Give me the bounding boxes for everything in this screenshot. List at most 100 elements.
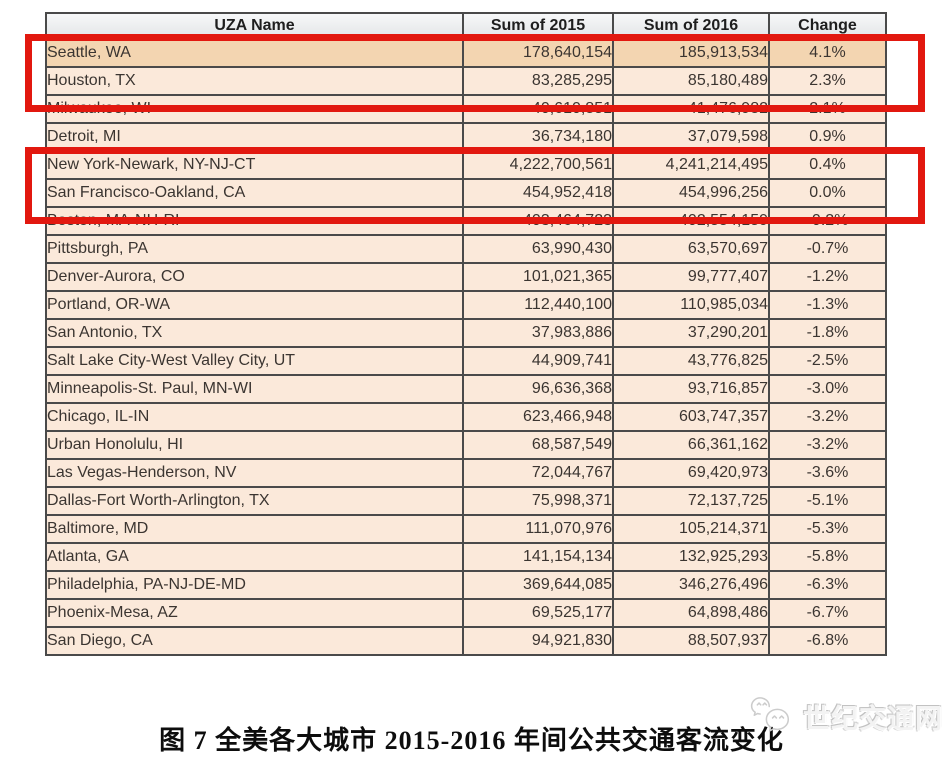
sum-2016-cell: 132,925,293 bbox=[612, 542, 770, 572]
sum-2015-cell: 37,983,886 bbox=[462, 318, 614, 348]
sum-2015-cell: 4,222,700,561 bbox=[462, 150, 614, 180]
sum-2016-cell: 105,214,371 bbox=[612, 514, 770, 544]
sum-2015-cell: 63,990,430 bbox=[462, 234, 614, 264]
uza-name-cell: Detroit, MI bbox=[45, 122, 464, 152]
change-cell: -3.0% bbox=[768, 374, 887, 404]
sum-2015-cell: 40,610,851 bbox=[462, 94, 614, 124]
table-row: Pittsburgh, PA 63,990,430 63,570,697 -0.7% bbox=[45, 234, 887, 264]
table-row: San Antonio, TX 37,983,886 37,290,201 -1.8% bbox=[45, 318, 887, 348]
sum-2016-cell: 69,420,973 bbox=[612, 458, 770, 488]
sum-2015-cell: 36,734,180 bbox=[462, 122, 614, 152]
table-row: Boston, MA-NH-RI 403,464,723 402,554,159 -0… bbox=[45, 206, 887, 236]
sum-2015-cell: 369,644,085 bbox=[462, 570, 614, 600]
change-cell: -1.8% bbox=[768, 318, 887, 348]
table-header-row: UZA Name Sum of 2015 Sum of 2016 Change bbox=[45, 12, 887, 40]
table-row: Las Vegas-Henderson, NV 72,044,767 69,420,… bbox=[45, 458, 887, 488]
sum-2016-cell: 43,776,825 bbox=[612, 346, 770, 376]
uza-name-cell: Baltimore, MD bbox=[45, 514, 464, 544]
sum-2015-cell: 178,640,154 bbox=[462, 38, 614, 68]
sum-2015-cell: 75,998,371 bbox=[462, 486, 614, 516]
change-cell: -6.3% bbox=[768, 570, 887, 600]
sum-2015-cell: 403,464,723 bbox=[462, 206, 614, 236]
sum-2015-cell: 69,525,177 bbox=[462, 598, 614, 628]
change-cell: -5.3% bbox=[768, 514, 887, 544]
change-cell: -1.2% bbox=[768, 262, 887, 292]
col-header-sum-2015: Sum of 2015 bbox=[462, 12, 614, 40]
table-row: Salt Lake City-West Valley City, UT 44,90… bbox=[45, 346, 887, 376]
change-cell: 4.1% bbox=[768, 38, 887, 68]
uza-name-cell: Chicago, IL-IN bbox=[45, 402, 464, 432]
col-header-change: Change bbox=[768, 12, 887, 40]
ridership-table-wrap: UZA Name Sum of 2015 Sum of 2016 Change … bbox=[45, 12, 887, 656]
table-row: Denver-Aurora, CO 101,021,365 99,777,407 -1… bbox=[45, 262, 887, 292]
uza-name-cell: Dallas-Fort Worth-Arlington, TX bbox=[45, 486, 464, 516]
table-row: Detroit, MI 36,734,180 37,079,598 0.9% bbox=[45, 122, 887, 152]
sum-2016-cell: 37,290,201 bbox=[612, 318, 770, 348]
uza-name-cell: Las Vegas-Henderson, NV bbox=[45, 458, 464, 488]
sum-2015-cell: 94,921,830 bbox=[462, 626, 614, 656]
change-cell: -6.8% bbox=[768, 626, 887, 656]
table-row: Seattle, WA 178,640,154 185,913,534 4.1% bbox=[45, 38, 887, 68]
sum-2015-cell: 141,154,134 bbox=[462, 542, 614, 572]
uza-name-cell: Seattle, WA bbox=[45, 38, 464, 68]
change-cell: 0.9% bbox=[768, 122, 887, 152]
table-row: Portland, OR-WA 112,440,100 110,985,034 -1.… bbox=[45, 290, 887, 320]
sum-2016-cell: 63,570,697 bbox=[612, 234, 770, 264]
change-cell: 2.1% bbox=[768, 94, 887, 124]
change-cell: -5.8% bbox=[768, 542, 887, 572]
sum-2016-cell: 99,777,407 bbox=[612, 262, 770, 292]
table-row: Baltimore, MD 111,070,976 105,214,371 -5.3% bbox=[45, 514, 887, 544]
uza-name-cell: Portland, OR-WA bbox=[45, 290, 464, 320]
sum-2015-cell: 111,070,976 bbox=[462, 514, 614, 544]
uza-name-cell: Boston, MA-NH-RI bbox=[45, 206, 464, 236]
sum-2016-cell: 72,137,725 bbox=[612, 486, 770, 516]
table-row: Phoenix-Mesa, AZ 69,525,177 64,898,486 -6.7… bbox=[45, 598, 887, 628]
sum-2015-cell: 623,466,948 bbox=[462, 402, 614, 432]
table-row: Urban Honolulu, HI 68,587,549 66,361,162 -3… bbox=[45, 430, 887, 460]
sum-2016-cell: 37,079,598 bbox=[612, 122, 770, 152]
table-row: New York-Newark, NY-NJ-CT 4,222,700,561 4,… bbox=[45, 150, 887, 180]
uza-name-cell: Milwaukee, WI bbox=[45, 94, 464, 124]
change-cell: 2.3% bbox=[768, 66, 887, 96]
change-cell: -5.1% bbox=[768, 486, 887, 516]
sum-2015-cell: 112,440,100 bbox=[462, 290, 614, 320]
col-header-uza-name: UZA Name bbox=[45, 12, 464, 40]
uza-name-cell: Salt Lake City-West Valley City, UT bbox=[45, 346, 464, 376]
table-row: San Francisco-Oakland, CA 454,952,418 454,… bbox=[45, 178, 887, 208]
uza-name-cell: Atlanta, GA bbox=[45, 542, 464, 572]
change-cell: 0.0% bbox=[768, 178, 887, 208]
change-cell: -3.6% bbox=[768, 458, 887, 488]
sum-2016-cell: 110,985,034 bbox=[612, 290, 770, 320]
watermark-text: 世纪交通网 bbox=[803, 703, 943, 734]
change-cell: -3.2% bbox=[768, 402, 887, 432]
change-cell: 0.4% bbox=[768, 150, 887, 180]
change-cell: -0.7% bbox=[768, 234, 887, 264]
uza-name-cell: Houston, TX bbox=[45, 66, 464, 96]
sum-2015-cell: 68,587,549 bbox=[462, 430, 614, 460]
table-row: San Diego, CA 94,921,830 88,507,937 -6.8% bbox=[45, 626, 887, 656]
sum-2015-cell: 83,285,295 bbox=[462, 66, 614, 96]
sum-2016-cell: 402,554,159 bbox=[612, 206, 770, 236]
uza-name-cell: New York-Newark, NY-NJ-CT bbox=[45, 150, 464, 180]
table-row: Dallas-Fort Worth-Arlington, TX 75,998,37… bbox=[45, 486, 887, 516]
change-cell: -2.5% bbox=[768, 346, 887, 376]
sum-2016-cell: 66,361,162 bbox=[612, 430, 770, 460]
uza-name-cell: Urban Honolulu, HI bbox=[45, 430, 464, 460]
sum-2015-cell: 44,909,741 bbox=[462, 346, 614, 376]
ridership-table: UZA Name Sum of 2015 Sum of 2016 Change … bbox=[45, 12, 887, 656]
change-cell: -0.2% bbox=[768, 206, 887, 236]
uza-name-cell: Pittsburgh, PA bbox=[45, 234, 464, 264]
uza-name-cell: San Diego, CA bbox=[45, 626, 464, 656]
uza-name-cell: Minneapolis-St. Paul, MN-WI bbox=[45, 374, 464, 404]
figure-caption: 图 7 全美各大城市 2015-2016 年间公共交通客流变化 bbox=[159, 726, 784, 755]
sum-2015-cell: 454,952,418 bbox=[462, 178, 614, 208]
change-cell: -3.2% bbox=[768, 430, 887, 460]
table-row: Philadelphia, PA-NJ-DE-MD 369,644,085 346,… bbox=[45, 570, 887, 600]
sum-2016-cell: 346,276,496 bbox=[612, 570, 770, 600]
uza-name-cell: Denver-Aurora, CO bbox=[45, 262, 464, 292]
wechat-icon bbox=[750, 697, 790, 732]
sum-2016-cell: 454,996,256 bbox=[612, 178, 770, 208]
uza-name-cell: Philadelphia, PA-NJ-DE-MD bbox=[45, 570, 464, 600]
table-body: Seattle, WA 178,640,154 185,913,534 4.1% Hou… bbox=[45, 38, 887, 656]
